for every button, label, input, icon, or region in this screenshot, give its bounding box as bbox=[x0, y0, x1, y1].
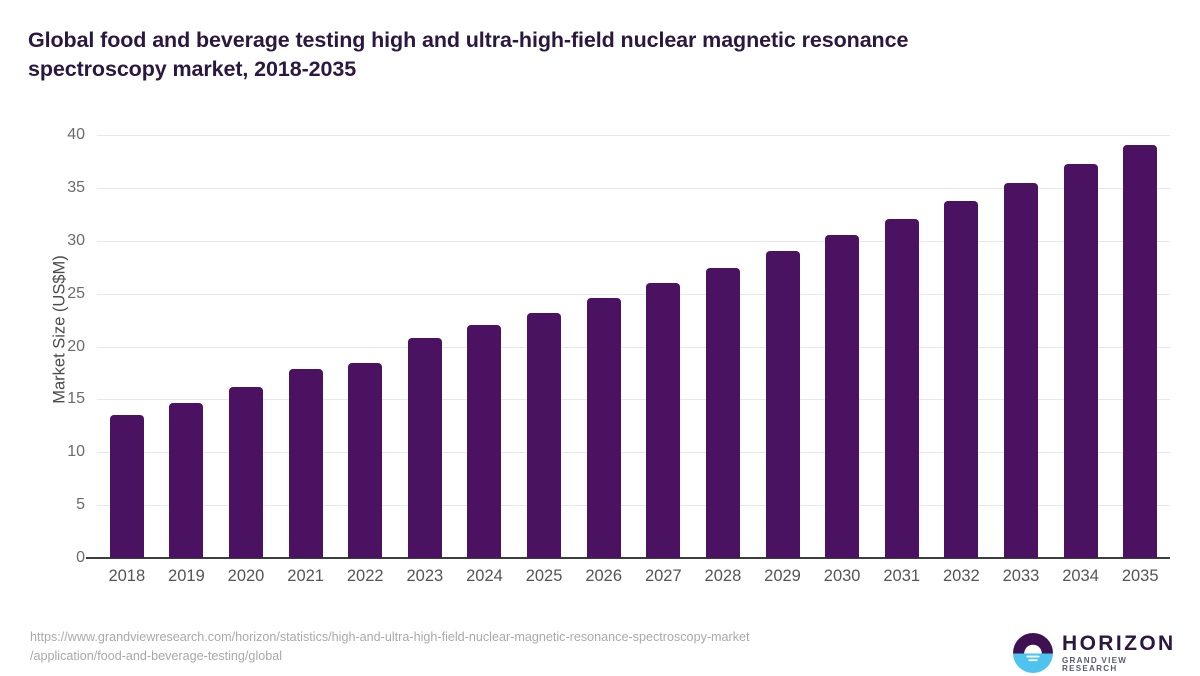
plot-area: 0 5 10 15 20 25 30 35 40 2018 2019 2020 2021 2022 202… bbox=[67, 127, 1170, 585]
bar-2024[interactable] bbox=[467, 325, 502, 558]
x-axis-tick-label: 2029 bbox=[764, 567, 801, 585]
horizon-logo: HORIZON GRAND VIEW RESEARCH bbox=[1013, 630, 1178, 676]
bar-2028[interactable] bbox=[705, 268, 740, 558]
bar-slot: 2027 bbox=[634, 135, 694, 585]
x-axis-tick-label: 2030 bbox=[823, 567, 861, 585]
title-block: Global food and beverage testing high an… bbox=[28, 26, 1168, 84]
x-axis-tick-label: 2028 bbox=[704, 567, 742, 585]
gridline bbox=[97, 399, 1170, 401]
bar-2025[interactable] bbox=[527, 312, 562, 558]
x-axis-tick-label: 2027 bbox=[644, 567, 682, 585]
y-axis-tick-label: 25 bbox=[67, 284, 85, 302]
gridline bbox=[97, 135, 1170, 136]
x-axis-tick-label: 2022 bbox=[346, 567, 384, 585]
x-axis-tick-label: 2025 bbox=[525, 567, 563, 585]
gridline bbox=[97, 346, 1170, 348]
bar-2033[interactable] bbox=[1003, 182, 1038, 558]
x-axis-tick-label: 2018 bbox=[108, 567, 146, 585]
logo-tagline: GRAND VIEW RESEARCH bbox=[1062, 655, 1128, 673]
bar-2022[interactable] bbox=[348, 363, 383, 558]
bar-2034[interactable] bbox=[1063, 163, 1098, 558]
bar-2018[interactable] bbox=[109, 415, 144, 558]
x-axis-tick-label: 2024 bbox=[466, 567, 503, 585]
bar-2021[interactable] bbox=[288, 368, 323, 558]
bar-2019[interactable] bbox=[169, 402, 204, 558]
y-axis-tick-label: 20 bbox=[67, 337, 85, 355]
logo-text: HORIZON GRAND VIEW RESEARCH bbox=[1062, 633, 1178, 673]
bar-slot: 2035 bbox=[1110, 135, 1170, 585]
y-axis-tick-label: 0 bbox=[76, 549, 85, 566]
x-axis-tick-label: 2021 bbox=[287, 567, 324, 585]
bar-2023[interactable] bbox=[407, 338, 442, 558]
bar-slot: 2024 bbox=[455, 135, 515, 585]
x-axis-tick-label: 2033 bbox=[1002, 567, 1040, 585]
y-axis-tick-label: 10 bbox=[67, 443, 85, 461]
bar-2020[interactable] bbox=[229, 386, 264, 558]
x-axis-tick-label: 2031 bbox=[883, 567, 921, 585]
source-url[interactable]: https://www.grandviewresearch.com/horizo… bbox=[30, 630, 750, 663]
bar-slot: 2031 bbox=[872, 135, 932, 585]
x-axis-tick-label: 2035 bbox=[1121, 567, 1159, 585]
logo-wordmark: HORIZON bbox=[1062, 631, 1176, 655]
bar-2029[interactable] bbox=[765, 251, 800, 558]
y-axis-tick-label: 5 bbox=[76, 496, 85, 514]
bar-2031[interactable] bbox=[884, 218, 919, 558]
bar-2032[interactable] bbox=[944, 200, 979, 558]
footer: https://www.grandviewresearch.com/horizo… bbox=[0, 620, 1200, 675]
gridline bbox=[97, 452, 1170, 454]
chart-canvas: Market Size (US$M) 0 5 10 15 20 25 30 35 40 2018… bbox=[0, 110, 1200, 610]
x-axis-tick-label: 2026 bbox=[585, 567, 623, 585]
gridline bbox=[97, 187, 1170, 189]
bar-slot: 2033 bbox=[991, 135, 1051, 585]
x-axis-tick-label: 2034 bbox=[1062, 567, 1099, 585]
bar-slot: 2026 bbox=[574, 135, 634, 585]
gridline bbox=[97, 505, 1170, 507]
bar-2035[interactable] bbox=[1123, 144, 1158, 558]
bar-slot: 2034 bbox=[1051, 135, 1111, 585]
x-axis-tick-label: 2019 bbox=[168, 567, 205, 585]
bar-slot: 2028 bbox=[693, 135, 753, 585]
y-axis-tick-label: 35 bbox=[67, 178, 85, 196]
bar-slot: 2018 bbox=[97, 135, 157, 585]
bar-slot: 2021 bbox=[276, 135, 336, 585]
x-axis-tick-label: 2032 bbox=[942, 567, 980, 585]
y-axis-tick-label: 30 bbox=[67, 231, 85, 249]
x-axis-line bbox=[86, 557, 1170, 559]
x-axis-tick-label: 2023 bbox=[406, 567, 444, 585]
gridline bbox=[97, 240, 1170, 242]
bar-slot: 2030 bbox=[812, 135, 872, 585]
bar-slot: 2019 bbox=[157, 135, 217, 585]
bar-series: 2018 2019 2020 2021 2022 2023 2024 2025 2026 2027… bbox=[97, 135, 1170, 585]
bar-slot: 2022 bbox=[335, 135, 395, 585]
x-axis-tick-label: 2020 bbox=[227, 567, 265, 585]
bar-slot: 2032 bbox=[932, 135, 992, 585]
y-axis-tick-label: 40 bbox=[67, 126, 85, 143]
bar-2027[interactable] bbox=[646, 283, 681, 558]
y-axis-tick-label: 15 bbox=[67, 390, 85, 408]
bar-2026[interactable] bbox=[586, 297, 621, 558]
bar-slot: 2023 bbox=[395, 135, 455, 585]
bar-slot: 2025 bbox=[514, 135, 574, 585]
bar-slot: 2020 bbox=[216, 135, 276, 585]
horizon-sun-circle-icon bbox=[1013, 633, 1053, 673]
page-title: Global food and beverage testing high an… bbox=[28, 28, 909, 81]
bar-slot: 2029 bbox=[753, 135, 813, 585]
gridline bbox=[97, 293, 1170, 295]
bar-2030[interactable] bbox=[825, 235, 860, 558]
